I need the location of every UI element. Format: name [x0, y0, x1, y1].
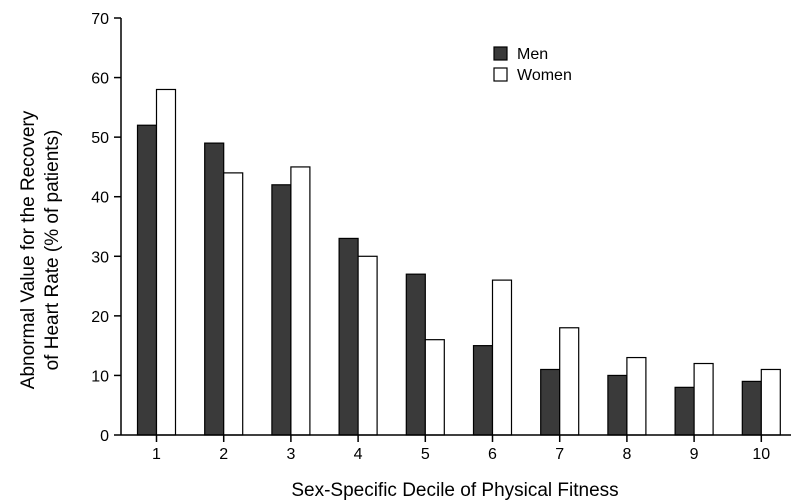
legend-label-women: Women	[517, 67, 572, 84]
x-tick-label: 2	[219, 446, 228, 463]
bar-women-7	[559, 327, 580, 436]
y-tick-label: 50	[91, 130, 109, 147]
x-axis-title: Sex-Specific Decile of Physical Fitness	[291, 480, 618, 501]
bar-men-10	[741, 380, 762, 436]
x-tick-label: 8	[622, 446, 631, 463]
bar-women-10	[760, 368, 781, 436]
y-tick-label: 0	[100, 428, 109, 445]
legend-label-men: Men	[517, 46, 548, 63]
y-tick-label: 70	[91, 11, 109, 28]
y-axis-title-line-1: Abnormal Value for the Recovery	[18, 110, 39, 389]
x-tick-label: 4	[354, 446, 363, 463]
bar-women-4	[357, 255, 378, 436]
x-tick-label: 3	[286, 446, 295, 463]
bar-men-5	[405, 273, 426, 436]
bar-women-6	[491, 279, 513, 436]
bar-men-4	[338, 237, 359, 436]
legend-swatch-women	[493, 67, 508, 82]
bar-women-1	[155, 88, 177, 436]
legend: Men Women	[493, 46, 572, 84]
y-axis-ticks: 0 10 20 30 40 50 60 70	[91, 11, 121, 445]
bar-men-1	[136, 124, 158, 436]
y-axis-title-line-2: of Heart Rate (% of patients)	[42, 130, 63, 371]
x-tick-label: 7	[555, 446, 564, 463]
bar-men-9	[674, 386, 695, 436]
x-tick-label: 1	[152, 446, 161, 463]
x-tick-label: 5	[421, 446, 430, 463]
bar-men-3	[271, 184, 292, 436]
y-axis-title: Abnormal Value for the Recovery of Heart…	[18, 110, 63, 389]
bar-women-3	[290, 166, 311, 436]
y-tick-label: 40	[91, 190, 109, 207]
bar-men-6	[472, 345, 494, 436]
y-tick-label: 10	[91, 368, 109, 385]
x-axis-ticks: 1 2 3 4 5 6 7 8 9 10	[152, 435, 770, 463]
x-tick-label: 9	[690, 446, 699, 463]
x-tick-label: 6	[488, 446, 497, 463]
bar-women-5	[424, 339, 445, 436]
bar-men-8	[607, 374, 628, 436]
y-tick-label: 60	[91, 71, 109, 88]
bar-women-2	[223, 172, 244, 436]
bar-women-9	[693, 362, 714, 436]
y-tick-label: 20	[91, 309, 109, 326]
x-tick-label: 10	[752, 446, 770, 463]
bar-men-7	[540, 368, 561, 436]
bar-women-8	[626, 356, 647, 436]
y-tick-label: 30	[91, 249, 109, 266]
legend-swatch-men	[493, 46, 508, 61]
bars	[136, 88, 781, 436]
bar-men-2	[204, 142, 225, 436]
